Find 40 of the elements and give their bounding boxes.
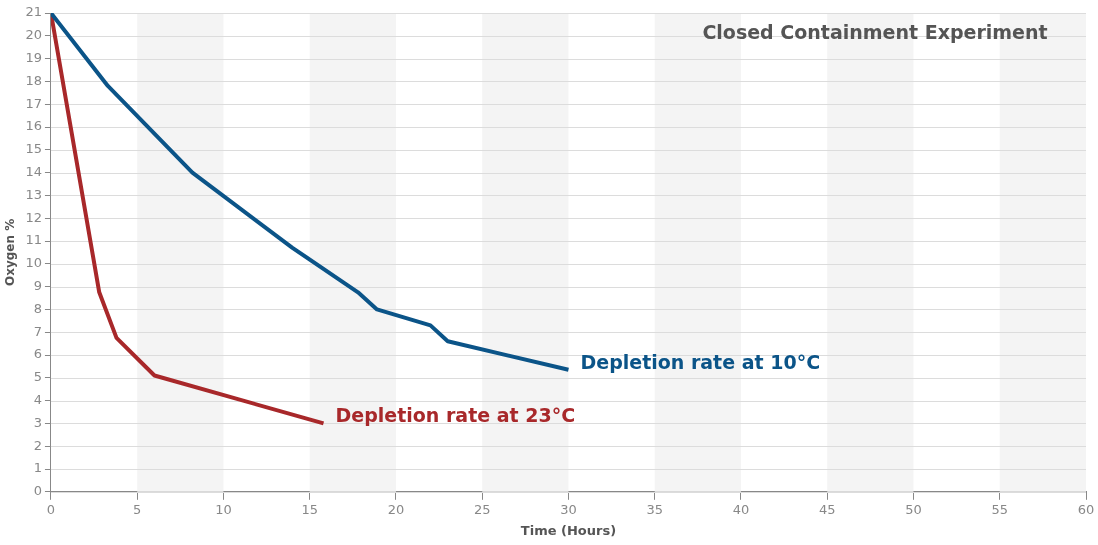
x-tick-label: 50 xyxy=(905,501,922,517)
y-tick-label: 0 xyxy=(33,483,42,499)
x-tick-label: 20 xyxy=(387,501,405,517)
x-axis-title: Time (Hours) xyxy=(520,522,617,538)
y-tick-label: 1 xyxy=(33,460,42,476)
y-tick-label: 14 xyxy=(25,163,42,179)
y-tick-label: 19 xyxy=(25,49,42,65)
y-tick-label: 3 xyxy=(33,414,42,430)
y-tick-label: 8 xyxy=(33,300,42,316)
series-label: Depletion rate at 10°C xyxy=(580,350,821,373)
y-tick-label: 6 xyxy=(33,346,42,362)
y-tick-label: 10 xyxy=(25,255,42,271)
y-tick-label: 4 xyxy=(33,391,42,407)
chart-title: Closed Containment Experiment xyxy=(702,20,1048,43)
y-tick-label: 9 xyxy=(33,277,42,293)
x-tick-label: 10 xyxy=(215,501,232,517)
y-tick-label: 18 xyxy=(25,72,42,88)
series-label: Depletion rate at 23°C xyxy=(335,404,576,427)
x-tick-label: 0 xyxy=(46,501,56,517)
y-axis-title: Oxygen % xyxy=(3,218,18,287)
x-tick-label: 25 xyxy=(473,501,491,517)
y-tick-label: 16 xyxy=(25,118,42,134)
y-tick-label: 13 xyxy=(25,186,42,202)
x-tick-label: 60 xyxy=(1077,501,1095,517)
y-tick-label: 2 xyxy=(33,437,42,453)
y-tick-label: 17 xyxy=(25,95,42,111)
x-tick-label: 40 xyxy=(732,501,750,517)
y-tick-label: 21 xyxy=(25,4,42,20)
y-tick-label: 20 xyxy=(25,27,42,43)
y-tick-label: 5 xyxy=(33,369,42,385)
x-tick-label: 45 xyxy=(818,501,836,517)
y-tick-label: 12 xyxy=(25,209,42,225)
x-tick-label: 5 xyxy=(133,501,142,517)
y-tick-label: 11 xyxy=(25,232,42,248)
x-tick-label: 30 xyxy=(560,501,577,517)
y-tick-label: 7 xyxy=(33,323,42,339)
x-tick-label: 35 xyxy=(646,501,663,517)
x-tick-label: 15 xyxy=(301,501,318,517)
x-tick-label: 55 xyxy=(991,501,1009,517)
y-tick-label: 15 xyxy=(25,141,42,157)
